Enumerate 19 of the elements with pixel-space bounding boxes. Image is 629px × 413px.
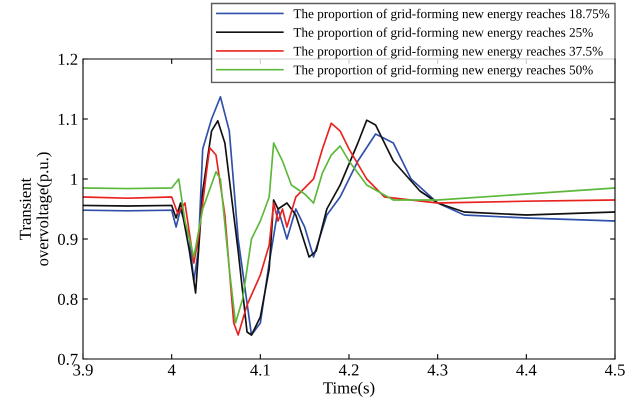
y-tick-label: 0.7 [58,354,78,366]
y-tick-label: 1.1 [58,114,78,126]
y-axis-title: Transient overvoltage(p.u.) [20,152,52,266]
y-tick-label: 1 [71,174,78,185]
legend-label: The proportion of grid-forming new energy reaches 50% [294,64,593,78]
y-tick-label: 0.9 [58,234,78,246]
x-axis-title: Time(s) [323,382,374,397]
x-tick-label: 4.1 [250,364,270,376]
y-tick-label: 1.2 [58,54,78,66]
legend-label: The proportion of grid-forming new energy reaches 25% [294,28,593,40]
x-tick-label: 3.9 [73,364,93,376]
x-tick-label: 4.2 [338,364,358,376]
legend-label: The proportion of grid-forming new energy reaches 37.5% [294,46,603,58]
x-tick-label: 4.5 [604,364,625,376]
legend-label: The proportion of grid-forming new energy reaches 18.75% [294,8,610,21]
x-tick-label: 4 [168,364,176,376]
y-tick-label: 0.8 [58,294,78,306]
x-tick-label: 4.4 [516,364,536,376]
x-tick-label: 4.3 [428,364,448,376]
